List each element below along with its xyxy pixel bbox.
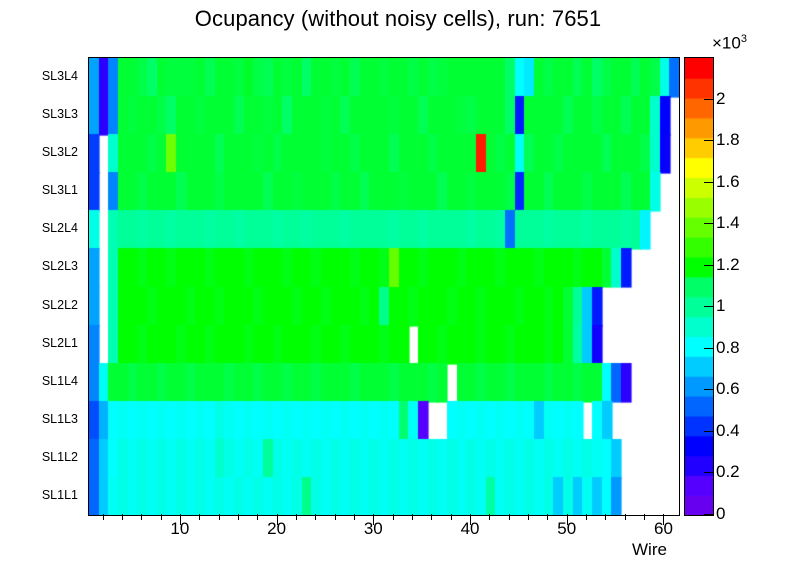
x-axis-tick-major (663, 514, 664, 525)
x-axis-tick-minor (335, 514, 336, 520)
x-axis-tick-minor (451, 514, 452, 520)
palette-tick-label: 2 (716, 88, 726, 108)
x-axis-tick-minor (161, 514, 162, 520)
x-axis-tick-minor (431, 514, 432, 520)
x-axis-tick-minor (199, 514, 200, 520)
palette-tick-labels: 0 0.2 0.4 0.6 0.8 1 1.2 1.4 1.6 1.8 2 (716, 57, 792, 523)
x-axis-tick-minor (586, 514, 587, 520)
x-axis-tick-label: 50 (557, 519, 577, 538)
y-axis-label-sl3l1: SL3L1 (41, 183, 78, 198)
x-axis-tick-minor (412, 514, 413, 520)
y-axis-labels: SL3L4 SL3L3 SL3L2 SL3L1 SL2L4 SL2L3 SL2L2 SL2L1… (0, 57, 84, 514)
palette-tick (704, 223, 714, 224)
palette-tick (704, 182, 714, 183)
x-axis-tick-minor (509, 514, 510, 520)
palette-tick-label: 0.4 (716, 420, 740, 440)
y-axis-label-sl2l2: SL2L2 (41, 297, 78, 312)
x-axis-title: Wire (632, 540, 667, 559)
y-axis-label-sl3l2: SL3L2 (41, 145, 78, 160)
x-axis-tick-minor (315, 514, 316, 520)
x-axis-ticks (88, 514, 680, 526)
palette-multiplier: ×103 (712, 33, 747, 53)
y-axis-label-sl2l1: SL2L1 (41, 335, 78, 350)
x-axis-tick-major (567, 514, 568, 525)
page-title: Ocupancy (without noisy cells), run: 765… (194, 6, 602, 31)
x-axis-tick-label: 10 (170, 519, 190, 538)
x-axis-tick-label: 30 (363, 519, 383, 538)
x-axis-tick-minor (605, 514, 606, 520)
palette-bar (685, 58, 713, 515)
palette-tick (704, 389, 714, 390)
heatmap-canvas[interactable] (89, 58, 679, 515)
x-axis-tick-minor (489, 514, 490, 520)
y-axis-label-sl2l4: SL2L4 (41, 221, 78, 236)
x-axis-tick-minor (354, 514, 355, 520)
y-axis-label-sl1l3: SL1L3 (41, 411, 78, 426)
x-axis-tick-minor (122, 514, 123, 520)
x-axis-tick-label: 60 (654, 519, 673, 538)
x-axis-tick-label: 40 (460, 519, 480, 538)
palette-tick (704, 431, 714, 432)
palette-tick-label: 1.2 (716, 254, 740, 274)
x-axis-tick-minor (644, 514, 645, 520)
palette-tick (704, 472, 714, 473)
x-axis-tick-labels: 10 20 30 40 50 60 (0, 519, 796, 541)
palette-ticks (684, 57, 714, 515)
palette-tick-label: 1.4 (716, 213, 740, 233)
x-axis-tick-minor (238, 514, 239, 520)
x-axis-tick-major (277, 514, 278, 525)
palette-tick-label: 1 (716, 296, 726, 316)
plot-frame (88, 57, 680, 516)
palette-tick-label: 0.8 (716, 337, 740, 357)
y-axis-label-sl3l4: SL3L4 (41, 69, 78, 84)
palette-tick (704, 265, 714, 266)
palette-tick-label: 0 (716, 504, 726, 523)
x-axis-tick-minor (625, 514, 626, 520)
palette-tick-label: 1.6 (716, 171, 740, 191)
x-axis-tick-minor (393, 514, 394, 520)
color-palette (684, 57, 714, 516)
y-axis-label-sl1l1: SL1L1 (41, 487, 78, 502)
x-axis-tick-major (180, 514, 181, 525)
x-axis-tick-minor (257, 514, 258, 520)
x-axis-tick-minor (141, 514, 142, 520)
x-axis-tick-minor (547, 514, 548, 520)
palette-tick (704, 348, 714, 349)
palette-tick (704, 140, 714, 141)
y-axis-label-sl1l2: SL1L2 (41, 449, 78, 464)
x-axis-tick-major (373, 514, 374, 525)
x-axis-tick-major (470, 514, 471, 525)
y-axis-label-sl1l4: SL1L4 (41, 373, 78, 388)
palette-tick (704, 99, 714, 100)
palette-tick (704, 514, 714, 515)
palette-tick (704, 306, 714, 307)
x-axis-tick-minor (528, 514, 529, 520)
palette-tick-label: 0.2 (716, 462, 740, 482)
x-axis-tick-label: 20 (267, 519, 287, 538)
x-axis-tick-minor (296, 514, 297, 520)
y-axis-label-sl2l3: SL2L3 (41, 259, 78, 274)
palette-tick-label: 0.6 (716, 379, 740, 399)
x-axis-tick-minor (219, 514, 220, 520)
x-axis-tick-minor (103, 514, 104, 520)
y-axis-label-sl3l3: SL3L3 (41, 107, 78, 122)
palette-tick-label: 1.8 (716, 130, 740, 150)
